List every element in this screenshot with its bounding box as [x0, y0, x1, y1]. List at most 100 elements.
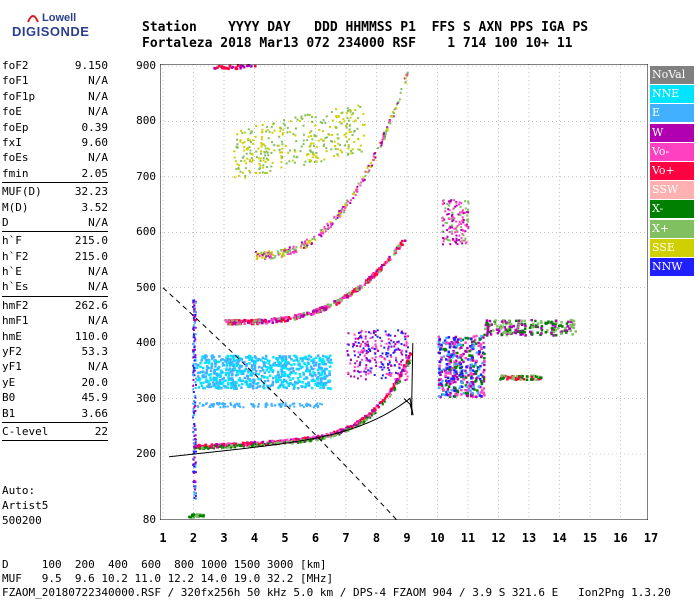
- param-key: D: [2, 215, 9, 229]
- station-header: Station YYYY DAY DDD HHMMSS P1 FFS S AXN…: [142, 20, 588, 52]
- y-tick-label: 300: [136, 391, 156, 405]
- polarization-legend: NoVal NNE E W Vo- Vo+ SSW X- X+ SSE NNW: [650, 66, 694, 277]
- legend-noval: NoVal: [650, 66, 694, 84]
- legend-sse: SSE: [650, 238, 694, 257]
- param-key: h`F: [2, 234, 22, 248]
- param-row: yE 20.0: [2, 375, 108, 390]
- x-tick-label: 11: [460, 531, 476, 545]
- y-tick-label: 900: [136, 59, 156, 72]
- param-key: h`E: [2, 265, 22, 279]
- header-row1: Station YYYY DAY DDD HHMMSS P1 FFS S AXN…: [142, 20, 589, 35]
- param-separator: [2, 421, 108, 423]
- param-value: 3.52: [81, 200, 109, 214]
- param-key: foF1: [2, 74, 29, 88]
- y-tick-label: 700: [136, 169, 156, 183]
- param-row: foF1 N/A: [2, 73, 108, 88]
- x-tick-label: 10: [430, 531, 445, 545]
- parameter-list: foF2 9.150 foF1 N/A foF1p N/A foE N/A foEp 0.39 fx…: [2, 58, 108, 442]
- logo-line1: Lowell: [42, 12, 77, 24]
- header-row2: Fortaleza 2018 Mar13 072 234000 RSF 1 71…: [142, 36, 573, 51]
- param-value: 45.9: [81, 391, 109, 405]
- param-value: 9.60: [81, 135, 109, 149]
- footer-d-row: D 100 200 400 600 800 1000 1500 3000 [km…: [2, 558, 327, 571]
- legend-vo: Vo+: [650, 161, 694, 180]
- param-key: h`F2: [2, 249, 29, 263]
- param-row: hmF2 262.6: [2, 298, 108, 313]
- param-key: hmE: [2, 329, 22, 343]
- logo-line2: DIGISONDE: [12, 24, 90, 39]
- param-key: fxI: [2, 135, 22, 149]
- param-key: yF1: [2, 360, 22, 374]
- param-row: h`Es N/A: [2, 279, 108, 294]
- param-row: foEp 0.39: [2, 120, 108, 135]
- auto-artist: Artist5: [2, 499, 49, 512]
- param-row: fxI 9.60: [2, 135, 108, 150]
- param-value: 262.6: [74, 298, 108, 312]
- param-key: yF2: [2, 345, 22, 359]
- auto-version: 500200: [2, 514, 42, 527]
- param-value: 53.3: [81, 345, 109, 359]
- param-separator: [2, 440, 108, 442]
- x-tick-label: 2: [189, 531, 198, 545]
- plot-frame: [160, 64, 648, 520]
- plot-grid: [160, 64, 648, 520]
- param-separator: [2, 295, 108, 297]
- y-tick-label: 800: [136, 114, 156, 128]
- param-separator: [2, 182, 108, 184]
- param-value: 20.0: [81, 375, 109, 389]
- param-row: B1 3.66: [2, 406, 108, 421]
- param-value: 215.0: [74, 249, 108, 263]
- param-value: N/A: [88, 314, 108, 328]
- legend-x: X-: [650, 200, 694, 219]
- y-tick-label: 80: [142, 513, 156, 526]
- param-row: h`F2 215.0: [2, 249, 108, 264]
- x-tick-label: 4: [250, 531, 259, 545]
- y-tick-label: 500: [136, 280, 156, 294]
- true-height-profile: [169, 397, 414, 458]
- lowell-digisonde-logo: Lowell DIGISONDE: [2, 6, 132, 46]
- param-value: 22: [94, 424, 108, 438]
- legend-ssw: SSW: [650, 181, 694, 200]
- muf-dashed-curve: [162, 287, 398, 520]
- legend-vo: Vo-: [650, 142, 694, 161]
- param-key: B1: [2, 406, 16, 420]
- param-key: h`Es: [2, 280, 29, 294]
- param-row: fmin 2.05: [2, 166, 108, 181]
- auto-label: Auto:: [2, 484, 36, 497]
- footer-muf-row: MUF 9.5 9.6 10.2 11.0 12.2 14.0 19.0 32.…: [2, 572, 334, 585]
- param-key: hmF2: [2, 298, 29, 312]
- param-value: 2.05: [81, 166, 109, 180]
- param-row: B0 45.9: [2, 390, 108, 405]
- x-tick-label: 16: [613, 531, 628, 545]
- x-tick-label: 7: [342, 531, 350, 545]
- ionogram-plot: [160, 64, 648, 520]
- param-row: h`E N/A: [2, 264, 108, 279]
- profile-curves: [162, 287, 414, 520]
- param-row: yF1 N/A: [2, 359, 108, 374]
- param-separator: [2, 231, 108, 233]
- y-tick-label: 200: [136, 447, 156, 460]
- param-value: N/A: [88, 265, 108, 279]
- param-key: M(D): [2, 200, 29, 214]
- legend-x: X+: [650, 219, 694, 238]
- param-value: 32.23: [74, 185, 108, 199]
- param-value: N/A: [88, 280, 108, 294]
- param-row: hmF1 N/A: [2, 313, 108, 328]
- x-tick-label: 3: [220, 531, 228, 545]
- param-row: foF2 9.150: [2, 58, 108, 73]
- param-value: 110.0: [74, 329, 108, 343]
- x-tick-label: 8: [372, 531, 381, 545]
- param-row: foF1p N/A: [2, 89, 108, 104]
- param-key: foF2: [2, 59, 29, 72]
- logo-mark-icon: [27, 15, 39, 23]
- param-row: M(D) 3.52: [2, 200, 108, 215]
- param-row: D N/A: [2, 215, 108, 230]
- legend-e: E: [650, 104, 694, 123]
- x-tick-label: 1: [159, 531, 167, 545]
- param-key: foE: [2, 105, 22, 119]
- x-tick-label: 14: [552, 531, 567, 545]
- param-value: N/A: [88, 151, 108, 165]
- param-row: yF2 53.3: [2, 344, 108, 359]
- x-tick-label: 6: [311, 531, 320, 545]
- param-row: foEs N/A: [2, 150, 108, 165]
